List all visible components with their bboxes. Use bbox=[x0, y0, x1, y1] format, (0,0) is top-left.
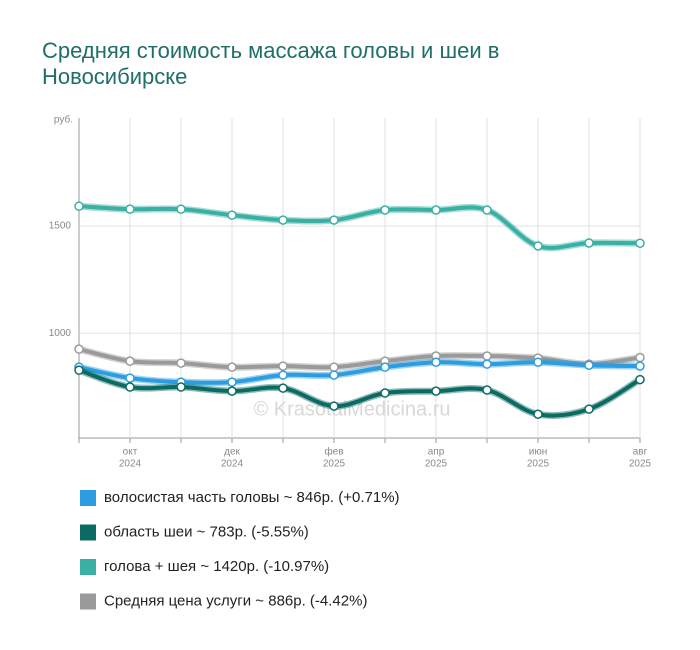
data-point bbox=[584, 238, 594, 248]
data-point bbox=[329, 362, 339, 372]
data-point bbox=[278, 215, 288, 225]
x-tick-month: апр bbox=[428, 447, 445, 458]
data-point bbox=[431, 205, 441, 215]
data-point bbox=[635, 238, 645, 248]
x-tick-year: 2025 bbox=[425, 459, 448, 470]
legend-swatch bbox=[80, 559, 96, 575]
data-point bbox=[125, 356, 135, 366]
watermark: © KrasotaiMedicina.ru bbox=[253, 398, 450, 420]
x-tick-year: 2024 bbox=[221, 459, 244, 470]
data-point bbox=[329, 401, 339, 411]
data-point bbox=[431, 357, 441, 367]
data-point bbox=[482, 359, 492, 369]
legend-swatch bbox=[80, 593, 96, 610]
legend-label: область шеи ~ 783р. (-5.55%) bbox=[104, 523, 309, 540]
data-point bbox=[584, 404, 594, 414]
data-point bbox=[584, 360, 594, 370]
data-point bbox=[635, 361, 645, 371]
data-point bbox=[329, 370, 339, 380]
data-point bbox=[227, 362, 237, 372]
data-point bbox=[278, 361, 288, 371]
data-point bbox=[635, 352, 645, 363]
legend-swatch bbox=[80, 524, 96, 541]
x-tick-month: июн bbox=[529, 447, 548, 458]
data-point bbox=[635, 374, 645, 385]
data-point bbox=[176, 358, 186, 368]
data-point bbox=[278, 370, 288, 380]
data-point bbox=[125, 373, 135, 383]
y-unit: руб. bbox=[54, 114, 73, 126]
y-tick-label: 1000 bbox=[49, 328, 72, 339]
x-tick-year: 2025 bbox=[323, 459, 346, 470]
x-tick-month: окт bbox=[123, 447, 138, 458]
data-point bbox=[482, 205, 492, 215]
data-point bbox=[482, 351, 492, 361]
series-line-outline bbox=[78, 202, 641, 252]
legend-label: Средняя цена услуги ~ 886р. (-4.42%) bbox=[104, 592, 367, 609]
data-point bbox=[533, 241, 543, 251]
legend-label: волосистая часть головы ~ 846р. (+0.71%) bbox=[104, 489, 400, 506]
chart-title: Средняя стоимость массажа головы и шеи в… bbox=[42, 38, 500, 89]
data-point bbox=[380, 362, 390, 372]
data-point bbox=[125, 382, 135, 392]
data-point bbox=[278, 383, 288, 393]
x-tick-year: 2024 bbox=[119, 459, 142, 470]
data-point bbox=[482, 385, 492, 395]
data-point bbox=[176, 204, 186, 214]
x-tick-month: авг bbox=[633, 447, 648, 458]
x-tick-year: 2025 bbox=[629, 459, 652, 470]
data-point bbox=[533, 357, 543, 367]
data-point bbox=[380, 205, 390, 215]
x-tick-year: 2025 bbox=[527, 459, 550, 470]
y-tick-label: 1500 bbox=[49, 221, 72, 232]
data-point bbox=[533, 409, 543, 419]
data-point bbox=[74, 201, 84, 211]
data-point bbox=[74, 365, 84, 375]
data-point bbox=[380, 388, 390, 398]
data-point bbox=[431, 386, 441, 396]
data-point bbox=[227, 386, 237, 396]
x-tick-month: фев bbox=[324, 446, 343, 458]
data-point bbox=[176, 382, 186, 392]
data-point bbox=[227, 210, 237, 220]
data-point bbox=[227, 377, 237, 387]
data-point bbox=[74, 344, 84, 354]
data-point bbox=[125, 204, 135, 214]
legend-label: голова + шея ~ 1420р. (-10.97%) bbox=[104, 558, 329, 575]
data-point bbox=[329, 215, 339, 225]
x-tick-month: дек bbox=[224, 447, 240, 458]
legend-swatch bbox=[80, 490, 96, 506]
